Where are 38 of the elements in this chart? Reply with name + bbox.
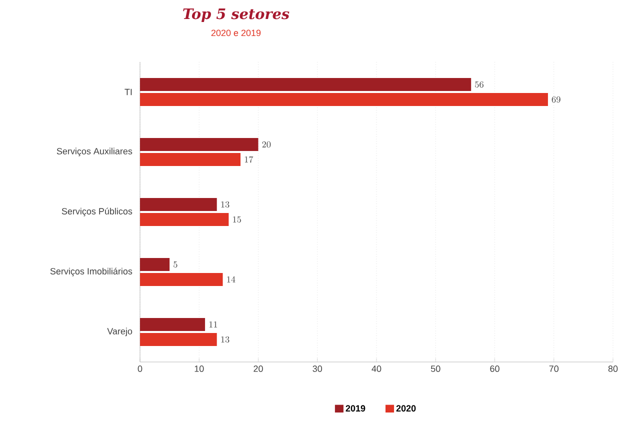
- bar: [140, 138, 258, 151]
- bar: [140, 272, 223, 286]
- x-tick-label: 50: [430, 366, 440, 372]
- data-label: 13: [221, 201, 230, 208]
- bar: [140, 153, 241, 166]
- y-tick-label: TI: [124, 88, 132, 96]
- y-tick-label: Serviços Auxiliares: [56, 148, 132, 156]
- data-label: 14: [227, 276, 236, 282]
- x-tick-label: 80: [608, 366, 618, 372]
- y-tick-label: Varejo: [107, 328, 132, 336]
- x-tick-label: 20: [254, 366, 263, 372]
- y-tick-label: Serviços Imobiliários: [50, 268, 132, 276]
- data-label: 11: [209, 321, 218, 328]
- x-tick-label: 70: [549, 366, 559, 372]
- data-label: 5: [174, 261, 178, 268]
- x-tick-label: 0: [138, 366, 142, 372]
- data-label: 56: [475, 81, 484, 88]
- data-label: 17: [244, 156, 254, 163]
- legend-label: 2019: [346, 405, 366, 412]
- bar: [140, 78, 472, 92]
- x-tick-label: 60: [490, 366, 500, 372]
- chart-title: Top 5 setores: [183, 8, 290, 22]
- x-tick-label: 30: [312, 366, 322, 372]
- bar: [140, 213, 229, 226]
- bar: [140, 198, 217, 211]
- y-tick-label: Serviços Públicos: [62, 208, 132, 216]
- data-label: 69: [552, 96, 560, 103]
- bar: [140, 318, 206, 331]
- data-label: 20: [262, 141, 271, 148]
- bar: [140, 332, 217, 346]
- x-tick-label: 40: [372, 366, 382, 372]
- legend-label: 2020: [396, 405, 416, 412]
- bar: [140, 258, 170, 271]
- bar: [140, 93, 548, 106]
- x-tick-label: 10: [194, 366, 204, 372]
- chart-subtitle: 2020 e 2019: [211, 30, 261, 36]
- data-label: 13: [221, 336, 230, 343]
- data-label: 15: [233, 216, 241, 223]
